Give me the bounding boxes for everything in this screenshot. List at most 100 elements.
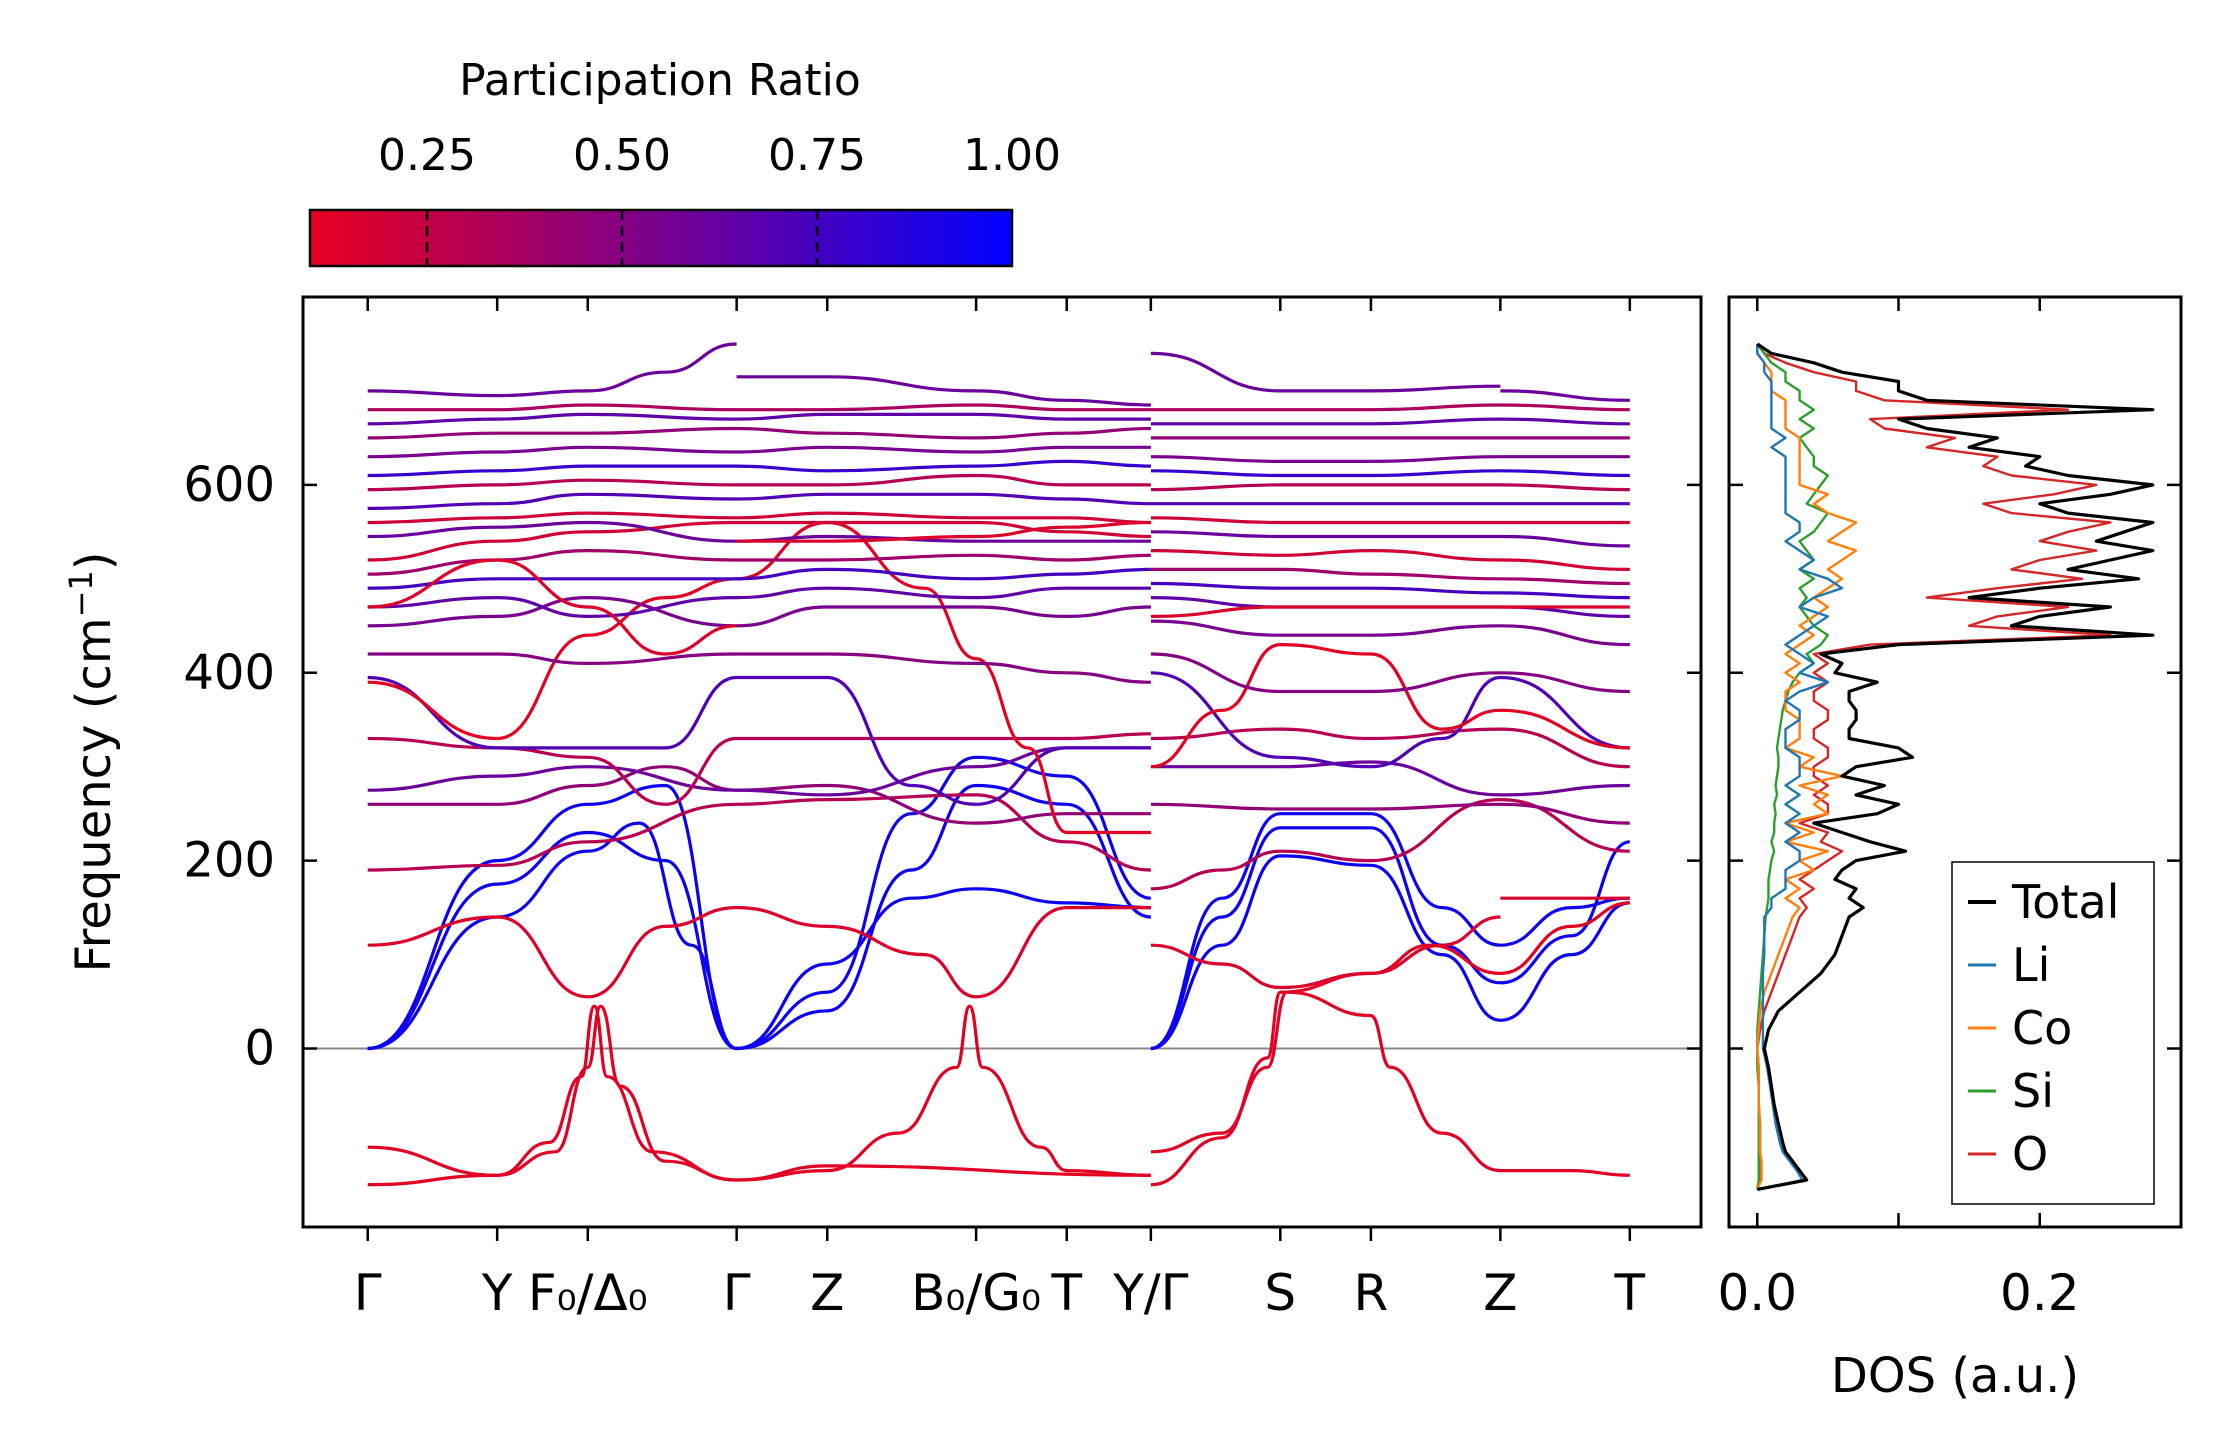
dos-curve-co xyxy=(1756,344,1858,1190)
band-high-06 xyxy=(1150,530,1630,548)
kpoint-axis-ticks: Γ Y F₀/Δ₀ Γ Z B₀/G₀ T Y/Γ S R Z T xyxy=(354,297,1646,1322)
kpoint-label: Z xyxy=(1483,1264,1517,1322)
band-high-15 xyxy=(736,375,1151,407)
kpoint-label: Y/Γ xyxy=(1112,1264,1188,1322)
dos-curves xyxy=(1756,342,2155,1191)
band-high-16 xyxy=(367,558,737,656)
legend-label: O xyxy=(2012,1127,2048,1181)
dos-curve-li xyxy=(1756,344,1844,1191)
frequency-axis-ticks: 0 200 400 600 xyxy=(183,457,1701,1077)
ytick-label: 600 xyxy=(183,457,275,513)
kpoint-label: S xyxy=(1264,1264,1296,1322)
band-mid-3 xyxy=(1150,727,1630,769)
band-high-16 xyxy=(736,520,1151,543)
band-high-11 xyxy=(1150,455,1630,464)
ytick-label: 0 xyxy=(244,1021,275,1077)
band-high-04 xyxy=(367,548,1151,576)
band-acoustic-2 xyxy=(367,755,1152,1051)
colorbar-tick-label: 0.25 xyxy=(378,130,476,181)
kpoint-label: Y xyxy=(481,1264,513,1322)
band-acoustic-2 xyxy=(1150,826,1631,1051)
kpoint-label: T xyxy=(1614,1264,1646,1322)
colorbar-ticks xyxy=(425,210,819,266)
kpoint-label: Γ xyxy=(723,1264,751,1322)
dos-panel: 0.0 0.2 DOS (a.u.) Total Li Co Si O xyxy=(1717,295,2183,1404)
colorbar-tick-labels: 0.25 0.50 0.75 1.00 xyxy=(378,130,1061,181)
band-low-opt-1 xyxy=(367,905,1151,999)
band-high-13 xyxy=(367,412,1151,426)
band-high-15 xyxy=(1500,389,1630,402)
dos-plot-frame xyxy=(1727,295,2183,1229)
band-high-01 xyxy=(367,595,1151,628)
legend: Total Li Co Si O xyxy=(1951,861,2155,1205)
legend-items: Total Li Co Si O xyxy=(1968,875,2119,1181)
band-high-07 xyxy=(367,511,1151,525)
dos-curve-total xyxy=(1756,342,2155,1191)
band-high-04 xyxy=(1150,567,1630,586)
kpoint-label: Z xyxy=(810,1264,844,1322)
colorbar-tick-label: 0.50 xyxy=(573,130,671,181)
band-mid-4 xyxy=(367,675,1151,806)
dos-xtick-label: 0.0 xyxy=(1717,1264,1797,1322)
legend-label: Si xyxy=(2012,1064,2054,1118)
colorbar-gradient xyxy=(308,208,1014,268)
band-mid-4 xyxy=(1150,671,1630,769)
band-high-02 xyxy=(367,586,1151,619)
frequency-axis-label: Frequency (cm−1) xyxy=(62,551,122,972)
band-mid-3 xyxy=(367,732,1151,806)
kpoint-label: R xyxy=(1354,1264,1389,1322)
band-unstable-low xyxy=(1150,990,1630,1177)
band-low-opt-1 xyxy=(1150,915,1501,990)
band-high-15 xyxy=(1150,351,1501,393)
band-mid-5 xyxy=(1150,642,1630,769)
band-high-10 xyxy=(1150,469,1630,478)
kpoint-label: B₀/G₀ xyxy=(911,1264,1041,1322)
band-high-07 xyxy=(1150,516,1630,525)
band-high-14 xyxy=(367,403,1151,412)
band-high-14 xyxy=(1150,403,1630,412)
band-high-12 xyxy=(367,426,1151,440)
kpoint-label: F₀/Δ₀ xyxy=(528,1264,648,1322)
band-unstable-low xyxy=(367,1004,1151,1187)
band-high-09 xyxy=(1150,483,1630,492)
dos-curve-si xyxy=(1756,343,1830,1190)
band-high-15 xyxy=(367,342,737,398)
band-acoustic-3 xyxy=(367,783,1151,1051)
band-mid-6 xyxy=(367,652,1151,684)
dos-axis-label: DOS (a.u.) xyxy=(1831,1348,2079,1404)
band-high-05 xyxy=(1150,548,1630,571)
colorbar-tick-label: 0.75 xyxy=(768,130,866,181)
dos-xtick-label: 0.2 xyxy=(2000,1264,2080,1322)
band-high-13 xyxy=(1150,417,1630,426)
band-high-03 xyxy=(367,567,1151,590)
band-low-opt-2 xyxy=(367,793,1151,872)
band-high-16 xyxy=(1150,605,1630,618)
kpoint-label: T xyxy=(1050,1264,1082,1322)
band-high-10 xyxy=(367,459,1151,478)
band-plot-frame xyxy=(301,295,1703,1229)
colorbar-title: Participation Ratio xyxy=(459,55,861,106)
dos-axis-ticks: 0.0 0.2 xyxy=(1717,297,2080,1322)
band-mid-2 xyxy=(367,746,1151,797)
legend-label: Co xyxy=(2012,1001,2072,1055)
band-high-11 xyxy=(367,445,1151,459)
dos-frequency-ticks xyxy=(1729,483,2181,1050)
band-high-06 xyxy=(367,520,1151,543)
band-unstable-high xyxy=(367,1004,1151,1182)
ytick-label: 400 xyxy=(183,645,275,701)
legend-box xyxy=(1951,861,2155,1205)
legend-label: Total xyxy=(2011,875,2119,929)
band-high-01 xyxy=(1150,619,1630,647)
band-mid-1 xyxy=(1150,802,1630,825)
ytick-label: 200 xyxy=(183,833,275,889)
legend-label: Li xyxy=(2012,938,2050,992)
dos-curve-o xyxy=(1756,343,2112,1190)
phonon-bands xyxy=(367,342,1631,1187)
band-high-03 xyxy=(1150,581,1630,600)
kpoint-label: Γ xyxy=(354,1264,382,1322)
band-mid-2 xyxy=(1150,760,1630,797)
band-high-09 xyxy=(367,473,1151,492)
band-acoustic-3 xyxy=(1150,812,1630,1051)
